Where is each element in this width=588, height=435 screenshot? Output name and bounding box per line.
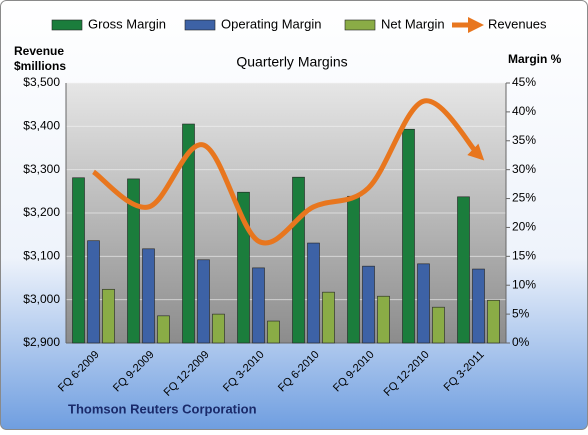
y-tick-label: $3,400 bbox=[23, 119, 60, 133]
bar bbox=[182, 123, 195, 344]
bar bbox=[377, 295, 390, 344]
bar bbox=[72, 177, 85, 344]
line bbox=[91, 98, 485, 246]
y2-axis-label: Margin % bbox=[508, 52, 562, 66]
bar bbox=[102, 288, 115, 344]
y2-tick-label: 40% bbox=[512, 104, 536, 118]
y2-tick-label: 35% bbox=[512, 133, 536, 147]
y2-tick-label: 5% bbox=[512, 306, 530, 320]
bar bbox=[307, 242, 320, 344]
bar bbox=[212, 313, 225, 344]
legend-swatch bbox=[344, 19, 376, 31]
y2-tick-label: 10% bbox=[512, 277, 536, 291]
legend-label: Gross Margin bbox=[88, 16, 166, 31]
legend-swatch bbox=[184, 19, 216, 31]
y-tick-label: $3,200 bbox=[23, 205, 60, 219]
footer: Thomson Reuters Corporation bbox=[68, 401, 257, 416]
legend-label: Operating Margin bbox=[221, 16, 321, 31]
bar bbox=[322, 291, 335, 344]
bar bbox=[432, 306, 445, 344]
bar bbox=[157, 315, 170, 344]
y-tick-label: $3,000 bbox=[23, 292, 60, 306]
bar bbox=[267, 320, 280, 344]
y2-tick-label: 15% bbox=[512, 249, 536, 263]
bar bbox=[457, 196, 470, 344]
bar bbox=[127, 178, 140, 344]
bar bbox=[402, 128, 415, 344]
bar bbox=[362, 265, 375, 344]
y2-tick-label: 45% bbox=[512, 75, 536, 89]
bar bbox=[347, 195, 360, 344]
bar bbox=[252, 267, 265, 344]
y2-tick-label: 20% bbox=[512, 220, 536, 234]
bar bbox=[487, 299, 500, 344]
y2-tick-label: 25% bbox=[512, 191, 536, 205]
bar bbox=[292, 176, 305, 344]
y-tick-label: $3,500 bbox=[23, 75, 60, 89]
bar bbox=[417, 263, 430, 344]
legend-label: Net Margin bbox=[381, 16, 445, 31]
y-tick-label: $3,100 bbox=[23, 249, 60, 263]
y-axis-label: $millions bbox=[14, 59, 66, 73]
y-tick-label: $2,900 bbox=[23, 335, 60, 349]
chart-title: Quarterly Margins bbox=[236, 54, 347, 70]
bar bbox=[87, 240, 100, 344]
y-axis-label: Revenue bbox=[14, 44, 64, 58]
bar bbox=[197, 259, 210, 344]
y2-tick-label: 0% bbox=[512, 335, 530, 349]
legend-swatch bbox=[51, 19, 83, 31]
y2-tick-label: 30% bbox=[512, 162, 536, 176]
legend-label: Revenues bbox=[488, 16, 547, 31]
bar bbox=[142, 248, 155, 344]
bar bbox=[472, 268, 485, 344]
y-tick-label: $3,300 bbox=[23, 162, 60, 176]
